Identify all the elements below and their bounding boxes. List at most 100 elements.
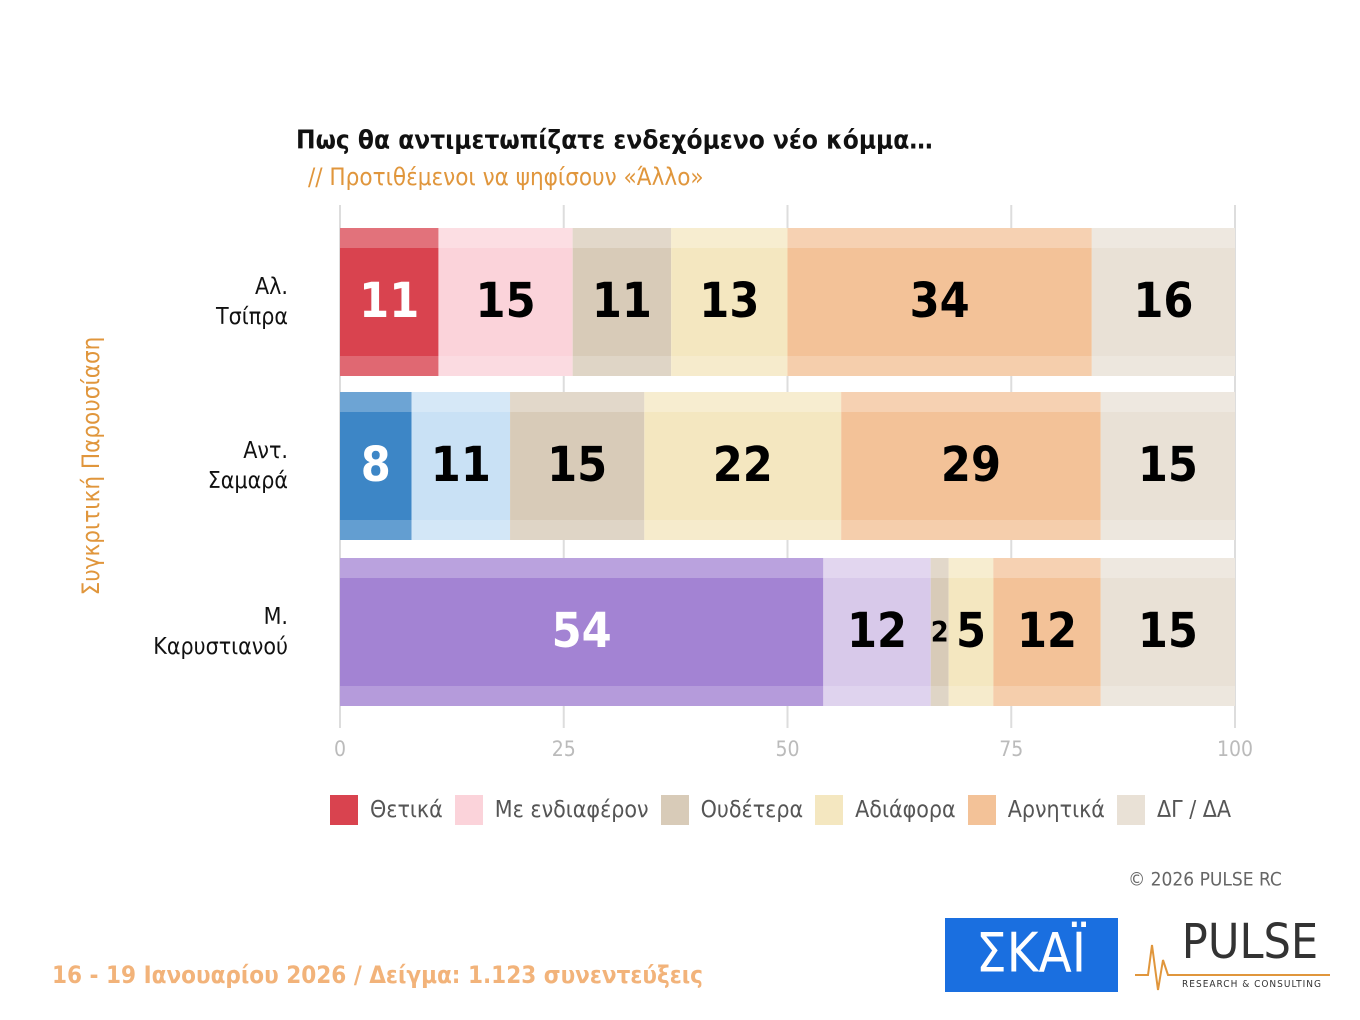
legend-item: Ουδέτερα (660, 795, 804, 825)
value-label: 5 (956, 603, 986, 659)
bar-shade (510, 520, 645, 540)
pulse-logo-line (1135, 944, 1330, 991)
value-label: 15 (476, 273, 536, 329)
legend-label: Ουδέτερα (700, 797, 804, 823)
value-label: 34 (910, 273, 970, 329)
skai-logo (945, 918, 1118, 992)
legend-item: Αρνητικά (967, 795, 1105, 825)
value-label: 11 (431, 437, 491, 493)
bar-segment (510, 392, 645, 540)
bar-highlight (993, 558, 1101, 578)
y-axis-label: Συγκριτική Παρουσίαση (77, 337, 105, 596)
bar-segment (1091, 228, 1235, 376)
bar-segment (1100, 558, 1235, 706)
value-label: 15 (547, 437, 607, 493)
value-label: 22 (713, 437, 773, 493)
legend-swatch (967, 795, 996, 825)
bar-segment (930, 558, 949, 706)
copyright: © 2026 PULSE RC (1128, 869, 1282, 891)
bar-segment (340, 228, 439, 376)
bar-highlight (1100, 392, 1235, 412)
bar-segment (572, 228, 672, 376)
legend-label: Αδιάφορα (855, 797, 956, 823)
bar-highlight (340, 392, 412, 412)
bar-segment (841, 392, 1101, 540)
bar-highlight (787, 228, 1092, 248)
bar-shade (644, 520, 842, 540)
value-label: 8 (361, 437, 391, 493)
legend-item: ΔΓ / ΔΑ (1116, 795, 1232, 825)
bar-shade (1091, 356, 1235, 376)
bar-segment (340, 558, 824, 706)
legend-item: Θετικά (330, 795, 443, 825)
legend-swatch (660, 795, 689, 825)
bar-shade (572, 356, 672, 376)
legend-swatch (1116, 795, 1145, 825)
bar-segment (411, 392, 511, 540)
bar-segment (1100, 392, 1235, 540)
pulse-logo-text: PULSE (1182, 914, 1318, 970)
legend-swatch (454, 795, 483, 825)
bar-segment (340, 392, 412, 540)
bar-shade (787, 356, 1092, 376)
legend-swatch (330, 795, 358, 825)
value-label: 15 (1138, 603, 1198, 659)
bar-highlight (340, 228, 439, 248)
bar-highlight (930, 558, 949, 578)
bar-highlight (340, 558, 824, 578)
bar-segment (671, 228, 788, 376)
x-tick-label: 100 (1217, 737, 1253, 761)
legend-label: Θετικά (370, 797, 443, 823)
legend-item: Με ενδιαφέρον (454, 795, 649, 825)
bar-highlight (948, 558, 994, 578)
bar-shade (1100, 520, 1235, 540)
value-label: 11 (359, 273, 419, 329)
legend-swatch (815, 795, 844, 825)
bar-highlight (671, 228, 788, 248)
legend-label: ΔΓ / ΔΑ (1156, 797, 1232, 823)
bar-shade (823, 686, 931, 706)
bar-shade (411, 520, 511, 540)
bar-segment (787, 228, 1092, 376)
pulse-logo-sub: RESEARCH & CONSULTING (1182, 979, 1322, 990)
bar-shade (340, 520, 412, 540)
bar-shade (438, 356, 573, 376)
x-tick-label: 25 (552, 737, 576, 761)
legend-label: Αρνητικά (1007, 797, 1105, 823)
bar-segment (948, 558, 994, 706)
bar-shade (841, 520, 1101, 540)
legend-item: Αδιάφορα (815, 795, 956, 825)
skai-logo-text: ΣΚΑΪ (976, 922, 1087, 985)
value-label: 16 (1133, 273, 1193, 329)
bar-segment (438, 228, 573, 376)
bar-highlight (1100, 558, 1235, 578)
value-label: 29 (941, 437, 1001, 493)
category-label: Αντ. Σαμαρά (207, 438, 288, 494)
bar-segment (823, 558, 931, 706)
value-label: 54 (552, 603, 612, 659)
legend: Θετικά Με ενδιαφέρον Ουδέτερα Αδιάφορα Αρνητ… (330, 795, 1231, 825)
bar-highlight (572, 228, 672, 248)
value-label: 15 (1138, 437, 1198, 493)
bar-shade (340, 686, 824, 706)
bar-segment (993, 558, 1101, 706)
x-tick-label: 0 (334, 737, 346, 761)
value-label: 11 (592, 273, 652, 329)
bar-shade (948, 686, 994, 706)
x-tick-label: 50 (775, 737, 799, 761)
value-label: 2 (931, 615, 949, 649)
bar-highlight (510, 392, 645, 412)
fieldwork-note: 16 - 19 Ιανουαρίου 2026 / Δείγμα: 1.123 … (52, 961, 703, 989)
value-label: 13 (699, 273, 759, 329)
value-label: 12 (1017, 603, 1077, 659)
legend-label: Με ενδιαφέρον (494, 797, 649, 823)
bar-highlight (823, 558, 931, 578)
category-label: Αλ. Τσίπρα (216, 274, 288, 330)
x-tick-label: 75 (999, 737, 1023, 761)
bar-shade (1100, 686, 1235, 706)
category-label: Μ. Καρυστιανού (153, 604, 288, 660)
bar-shade (340, 356, 439, 376)
bar-highlight (438, 228, 573, 248)
chart-title: Πως θα αντιμετωπίζατε ενδεχόμενο νέο κόμ… (296, 126, 933, 156)
